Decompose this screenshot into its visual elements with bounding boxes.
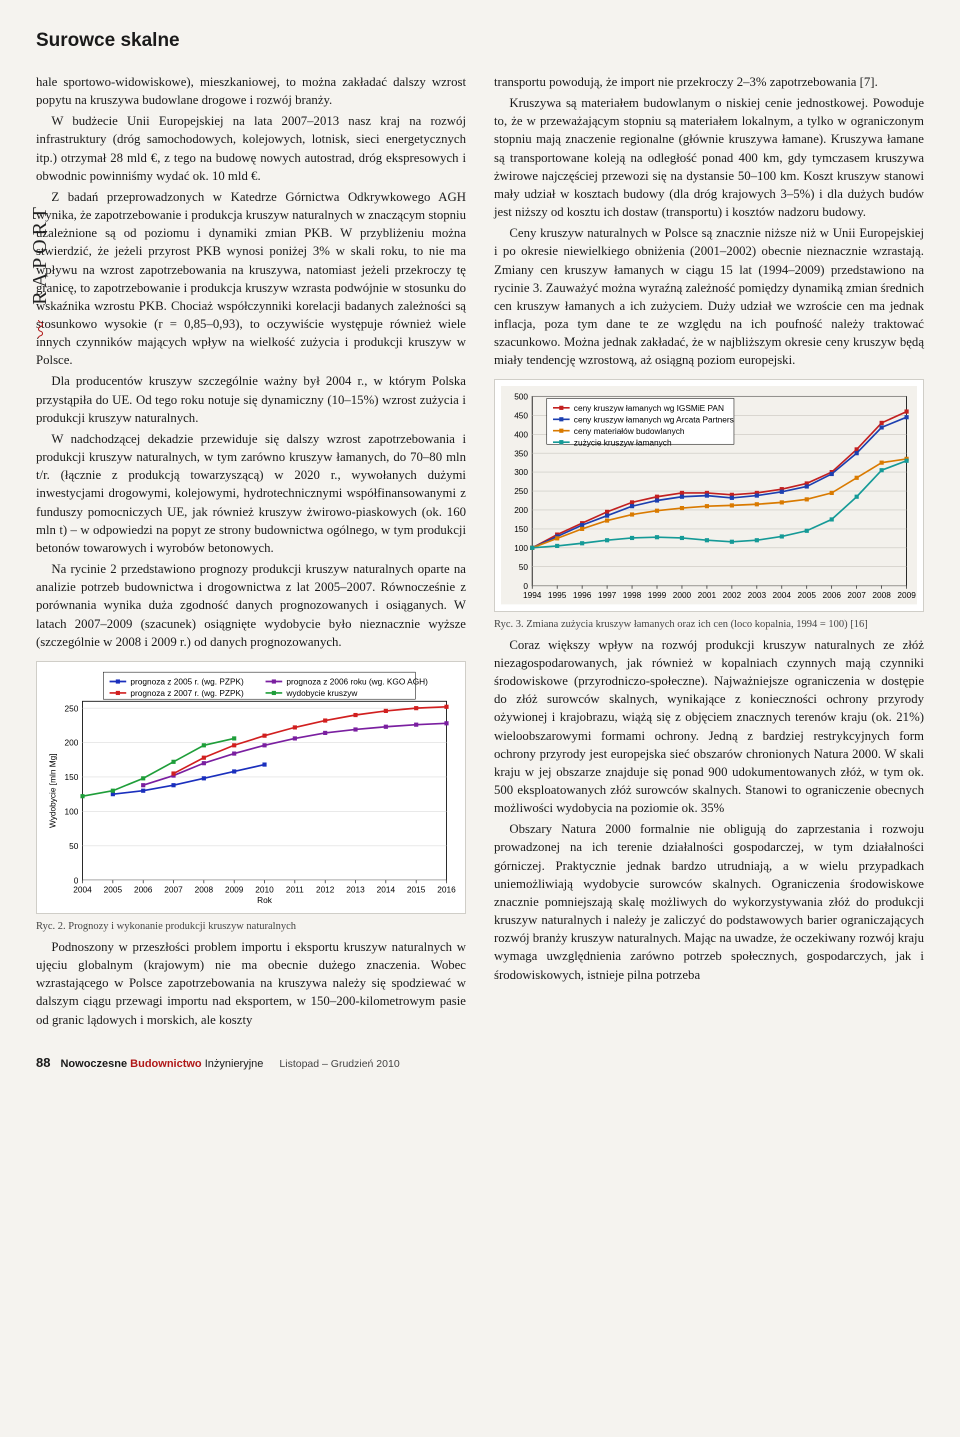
svg-text:2007: 2007	[164, 884, 183, 894]
svg-text:2004: 2004	[73, 884, 92, 894]
svg-text:100: 100	[514, 543, 528, 553]
svg-text:150: 150	[65, 772, 79, 782]
page-number: 88	[36, 1054, 50, 1072]
svg-text:200: 200	[65, 737, 79, 747]
svg-text:1999: 1999	[648, 591, 667, 601]
right-p1: transportu powodują, że import nie przek…	[494, 73, 924, 91]
svg-text:2016: 2016	[437, 884, 456, 894]
journal-suffix: Inżynieryjne	[205, 1058, 264, 1070]
chart-ryc3: 0501001502002503003504004505001994199519…	[494, 379, 924, 611]
section-heading: Surowce skalne	[36, 28, 924, 55]
svg-text:ceny kruszyw łamanych wg Arcat: ceny kruszyw łamanych wg Arcata Partners	[574, 415, 734, 425]
svg-text:2003: 2003	[748, 591, 767, 601]
vertical-raport-label: 〰︎ RAPORT	[26, 203, 54, 340]
svg-text:1994: 1994	[523, 591, 542, 601]
svg-text:500: 500	[514, 392, 528, 402]
left-p5: W nadchodzącej dekadzie przewiduje się d…	[36, 430, 466, 557]
journal-prefix: Nowoczesne	[60, 1058, 130, 1070]
vertical-raport-text: RAPORT	[29, 203, 51, 305]
chart2-caption: Ryc. 2. Prognozy i wykonanie produkcji k…	[36, 920, 466, 935]
svg-text:50: 50	[69, 841, 79, 851]
svg-text:2005: 2005	[798, 591, 817, 601]
svg-text:2015: 2015	[407, 884, 426, 894]
left-p2: W budżecie Unii Europejskiej na lata 200…	[36, 112, 466, 185]
left-column: hale sportowo-widowiskowe), mieszkaniowe…	[36, 73, 466, 1032]
svg-text:2004: 2004	[773, 591, 792, 601]
svg-text:2012: 2012	[316, 884, 335, 894]
chart3-caption: Ryc. 3. Zmiana zużycia kruszyw łamanych …	[494, 618, 924, 633]
journal-issue: Listopad – Grudzień 2010	[279, 1057, 399, 1072]
svg-text:200: 200	[514, 506, 528, 516]
svg-text:2010: 2010	[255, 884, 274, 894]
svg-text:250: 250	[65, 703, 79, 713]
svg-text:1998: 1998	[623, 591, 642, 601]
svg-text:prognoza z 2007 r. (wg. PZPK): prognoza z 2007 r. (wg. PZPK)	[130, 688, 244, 698]
svg-text:2002: 2002	[723, 591, 742, 601]
svg-text:350: 350	[514, 449, 528, 459]
svg-text:2006: 2006	[822, 591, 841, 601]
svg-text:prognoza z 2005 r. (wg. PZPK): prognoza z 2005 r. (wg. PZPK)	[130, 676, 244, 686]
svg-text:450: 450	[514, 411, 528, 421]
chart-ryc2: 0501001502002502004200520062007200820092…	[36, 661, 466, 914]
right-p3: Ceny kruszyw naturalnych w Polsce są zna…	[494, 224, 924, 369]
journal-title: Nowoczesne Budownictwo Inżynieryjne	[60, 1057, 263, 1073]
svg-text:1997: 1997	[598, 591, 617, 601]
svg-text:2011: 2011	[286, 884, 304, 894]
svg-text:50: 50	[519, 562, 529, 572]
left-p3: Z badań przeprowadzonych w Katedrze Górn…	[36, 188, 466, 370]
left-p1: hale sportowo-widowiskowe), mieszkaniowe…	[36, 73, 466, 109]
svg-text:1996: 1996	[573, 591, 592, 601]
svg-text:2013: 2013	[346, 884, 365, 894]
page-body: 〰︎ RAPORT hale sportowo-widowiskowe), mi…	[36, 73, 924, 1032]
svg-text:2009: 2009	[225, 884, 244, 894]
svg-text:2014: 2014	[377, 884, 396, 894]
svg-text:Wydobycie [mln Mg]: Wydobycie [mln Mg]	[47, 753, 57, 828]
svg-text:prognoza z 2006 roku (wg. KGO: prognoza z 2006 roku (wg. KGO AGH)	[286, 676, 428, 686]
svg-text:2009: 2009	[897, 591, 916, 601]
svg-text:250: 250	[514, 487, 528, 497]
left-p7: Podnoszony w przeszłości problem importu…	[36, 938, 466, 1029]
svg-text:2006: 2006	[134, 884, 153, 894]
journal-accent: Budownictwo	[130, 1058, 205, 1070]
svg-text:150: 150	[514, 524, 528, 534]
svg-text:2000: 2000	[673, 591, 692, 601]
svg-text:1995: 1995	[548, 591, 567, 601]
svg-text:2001: 2001	[698, 591, 717, 601]
svg-text:2008: 2008	[195, 884, 214, 894]
right-p2: Kruszywa są materiałem budowlanym o nisk…	[494, 94, 924, 221]
svg-text:100: 100	[65, 806, 79, 816]
svg-text:wydobycie kruszyw: wydobycie kruszyw	[285, 688, 358, 698]
svg-text:ceny materiałów budowlanych: ceny materiałów budowlanych	[574, 426, 685, 436]
svg-text:Rok: Rok	[257, 895, 273, 905]
svg-text:ceny kruszyw łamanych wg IGSMi: ceny kruszyw łamanych wg IGSMiE PAN	[574, 403, 724, 413]
left-p6: Na rycinie 2 przedstawiono prognozy prod…	[36, 560, 466, 651]
svg-text:400: 400	[514, 430, 528, 440]
right-p5: Obszary Natura 2000 formalnie nie obligu…	[494, 820, 924, 983]
svg-text:300: 300	[514, 468, 528, 478]
svg-text:2007: 2007	[847, 591, 866, 601]
right-column: transportu powodują, że import nie przek…	[494, 73, 924, 1032]
svg-text:zużycie kruszyw łamanych: zużycie kruszyw łamanych	[574, 438, 672, 448]
raport-glyph-icon: 〰︎	[32, 318, 50, 344]
right-p4: Coraz większy wpływ na rozwój produkcji …	[494, 636, 924, 818]
svg-text:2005: 2005	[104, 884, 123, 894]
left-p4: Dla producentów kruszyw szczególnie ważn…	[36, 372, 466, 426]
svg-text:2008: 2008	[872, 591, 891, 601]
page-footer: 88 Nowoczesne Budownictwo Inżynieryjne L…	[36, 1054, 924, 1073]
